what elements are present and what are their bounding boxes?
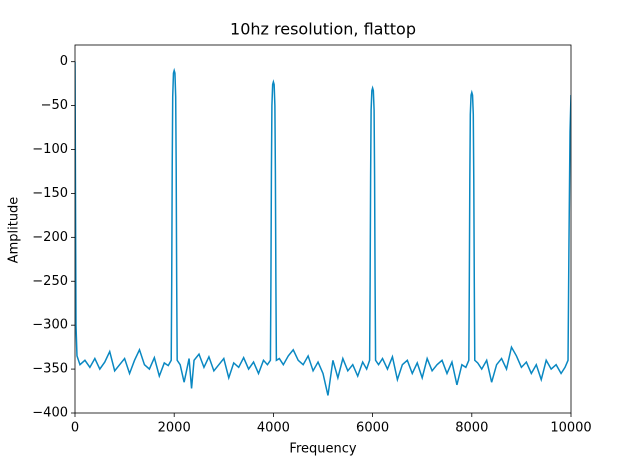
x-tick-label: 2000 — [158, 421, 191, 436]
line-series — [75, 61, 571, 396]
y-tick-label: −350 — [32, 362, 68, 377]
x-tick-label: 8000 — [455, 421, 488, 436]
x-tick-label: 6000 — [356, 421, 389, 436]
y-tick-label: −50 — [41, 98, 68, 113]
x-tick-label: 0 — [71, 421, 79, 436]
y-axis-label: Amplitude — [7, 197, 22, 264]
y-tick-label: −100 — [32, 142, 68, 157]
y-tick-label: −200 — [32, 230, 68, 245]
x-tick-label: 10000 — [550, 421, 591, 436]
y-tick-label: −300 — [32, 318, 68, 333]
y-tick-label: −150 — [32, 186, 68, 201]
x-axis-label: Frequency — [289, 442, 356, 457]
plot-frame — [74, 44, 572, 414]
y-tick-label: −250 — [32, 274, 68, 289]
y-tick-label: −400 — [32, 406, 68, 421]
x-tick-label: 4000 — [257, 421, 290, 436]
chart-title: 10hz resolution, flattop — [230, 20, 416, 39]
y-tick-label: 0 — [60, 54, 68, 69]
